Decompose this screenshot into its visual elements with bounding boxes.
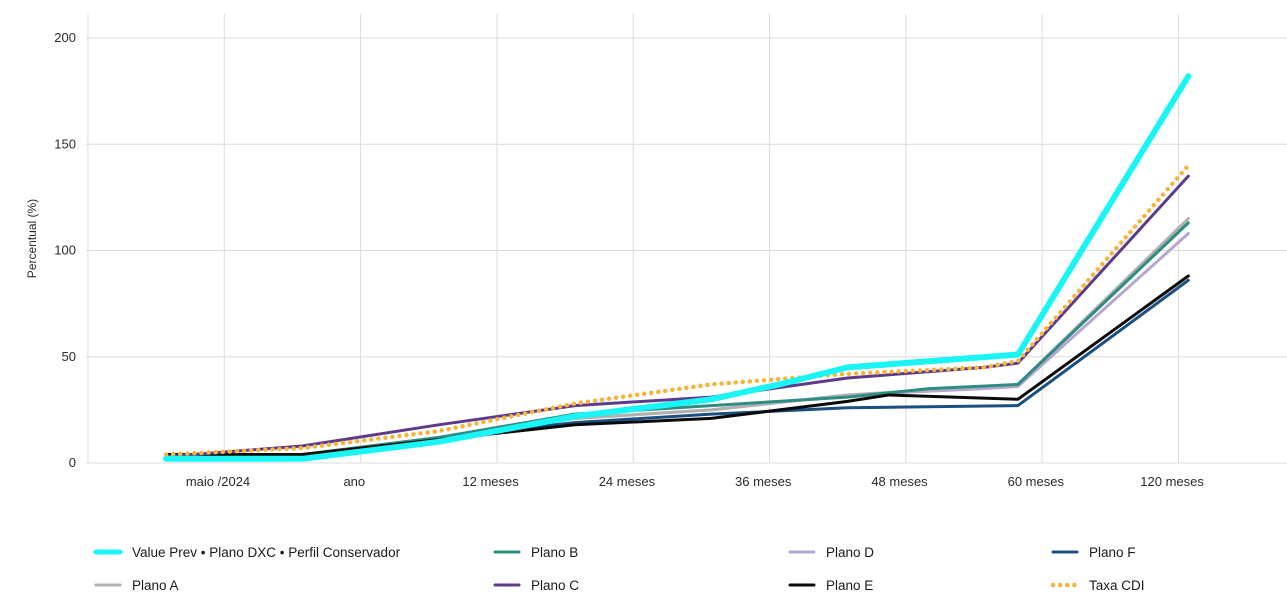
legend-item: Plano F: [1051, 545, 1136, 560]
y-axis-ticks: 0 50 100 150 200: [54, 30, 76, 470]
legend-label: Taxa CDI: [1089, 578, 1145, 593]
series-line: [164, 221, 1190, 461]
series-line: [163, 73, 1192, 462]
legend-label: Plano D: [826, 545, 874, 560]
series-line: [164, 174, 1190, 459]
legend-item: Plano D: [788, 545, 874, 560]
series-line: [163, 163, 1191, 457]
legend-label: Plano E: [826, 578, 873, 593]
x-axis-ticks: maio /2024 ano 12 meses 24 meses 36 meses 48 …: [186, 474, 1205, 489]
y-tick-label: 100: [54, 243, 76, 258]
legend: Value Prev • Plano DXC • Perfil Conserva…: [93, 545, 1145, 593]
legend-label: Plano A: [132, 578, 179, 593]
legend-label: Plano B: [531, 545, 578, 560]
legend-item: Taxa CDI: [1050, 578, 1145, 593]
legend-label: Plano C: [531, 578, 579, 593]
x-tick-label: 24 meses: [599, 474, 656, 489]
x-tick-label: 36 meses: [735, 474, 792, 489]
y-tick-label: 50: [62, 349, 76, 364]
x-tick-label: 60 meses: [1008, 474, 1065, 489]
grid-lines: [86, 14, 1287, 464]
legend-item: Value Prev • Plano DXC • Perfil Conserva…: [93, 545, 401, 560]
y-axis-title: Percentual (%): [25, 199, 39, 278]
legend-item: Plano A: [94, 578, 179, 593]
x-tick-label: 48 meses: [871, 474, 928, 489]
x-tick-label: ano: [343, 474, 365, 489]
x-tick-label: 12 meses: [462, 474, 519, 489]
y-tick-label: 200: [54, 30, 76, 45]
x-tick-label: 120 meses: [1140, 474, 1204, 489]
legend-item: Plano C: [493, 578, 579, 593]
series-line: [164, 274, 1190, 456]
series-lines: [163, 73, 1192, 462]
legend-label: Value Prev • Plano DXC • Perfil Conserva…: [132, 545, 401, 560]
legend-label: Plano F: [1089, 545, 1136, 560]
y-tick-label: 150: [54, 136, 76, 151]
legend-item: Plano E: [788, 578, 873, 593]
legend-item: Plano B: [493, 545, 578, 560]
x-tick-label: maio /2024: [186, 474, 250, 489]
y-tick-label: 0: [69, 455, 76, 470]
